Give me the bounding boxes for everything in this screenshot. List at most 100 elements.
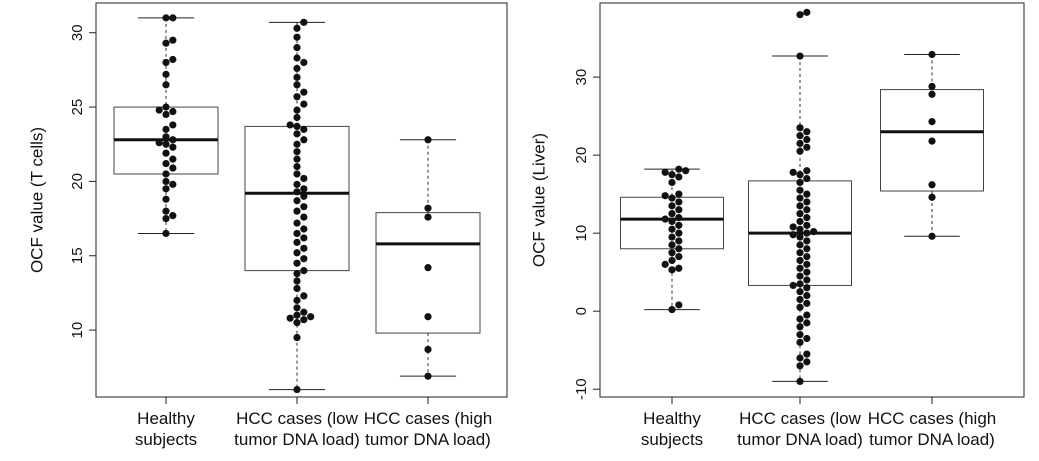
data-point [162, 140, 170, 148]
data-point [162, 14, 170, 22]
data-point [796, 256, 804, 265]
data-point [293, 249, 301, 257]
data-point [293, 93, 301, 101]
data-point [675, 245, 683, 253]
data-point [803, 135, 811, 144]
data-point [675, 264, 683, 272]
data-point [293, 148, 301, 156]
data-point [796, 52, 804, 60]
data-point [293, 188, 301, 196]
data-point [162, 207, 170, 215]
x-category-label: Healthy [137, 409, 195, 428]
data-point [293, 162, 301, 171]
data-point [803, 198, 811, 206]
data-point [789, 168, 797, 176]
data-point [675, 206, 683, 214]
data-point [286, 121, 294, 129]
data-point [293, 44, 301, 52]
x-category-label: subjects [641, 430, 703, 449]
data-point [675, 198, 683, 206]
data-point [803, 190, 811, 198]
data-point [796, 280, 804, 288]
data-point [169, 107, 177, 116]
data-point [803, 311, 811, 319]
data-point [300, 185, 308, 193]
data-point [293, 122, 301, 131]
data-point [928, 117, 936, 126]
data-point [675, 237, 683, 245]
data-point [796, 132, 804, 140]
data-point [300, 292, 308, 300]
box-group-1 [113, 14, 219, 238]
data-point [293, 259, 301, 267]
data-point [796, 171, 804, 179]
data-point [293, 130, 301, 138]
data-point [803, 319, 811, 327]
data-point [796, 264, 804, 272]
y-tick-label: 10 [69, 322, 86, 339]
data-point [293, 319, 301, 327]
x-category-label: HCC cases (low [739, 409, 862, 428]
data-point [293, 81, 301, 89]
data-point [796, 186, 804, 194]
data-point [293, 24, 301, 32]
data-point [796, 241, 804, 249]
data-point [661, 168, 669, 176]
data-point [796, 124, 804, 132]
data-point [675, 229, 683, 237]
data-point [162, 195, 170, 203]
data-point [293, 170, 301, 178]
data-point [300, 308, 308, 316]
data-point [803, 143, 811, 151]
y-tick-label: -10 [573, 378, 590, 400]
data-point [668, 306, 676, 314]
data-point [300, 58, 308, 67]
data-point [675, 165, 683, 173]
data-point [668, 202, 676, 210]
data-point [424, 264, 432, 272]
x-category-label: Healthy [643, 409, 701, 428]
data-point [424, 345, 432, 354]
data-point [293, 64, 301, 73]
data-point [675, 252, 683, 261]
x-category-label: tumor DNA load) [737, 430, 863, 449]
data-point [668, 210, 676, 218]
data-point [796, 139, 804, 148]
data-point [162, 185, 170, 193]
data-point [293, 229, 301, 238]
data-point [162, 81, 170, 89]
data-point [928, 181, 936, 189]
data-point [803, 358, 811, 366]
data-point [803, 268, 811, 276]
data-point [796, 330, 804, 339]
data-point [803, 229, 811, 237]
data-point [803, 299, 811, 307]
y-tick-label: 15 [69, 247, 86, 264]
plot-frame [599, 2, 1025, 398]
data-point [293, 238, 301, 246]
data-point [796, 194, 804, 202]
data-point [293, 284, 301, 293]
data-point [796, 288, 804, 296]
data-point [293, 277, 301, 285]
data-point [169, 155, 177, 163]
data-point [300, 192, 308, 200]
data-point [162, 177, 170, 186]
data-point [169, 14, 177, 22]
data-point [803, 221, 811, 229]
data-point [293, 106, 301, 114]
data-point [810, 227, 818, 236]
data-point [803, 252, 811, 261]
data-point [803, 350, 811, 358]
data-point [300, 203, 308, 211]
data-point [668, 178, 676, 187]
x-category-label: tumor DNA load) [365, 430, 491, 449]
data-point [789, 231, 797, 239]
data-point [300, 244, 308, 252]
data-point [668, 241, 676, 249]
x-category-label: tumor DNA load) [869, 430, 995, 449]
data-point [796, 303, 804, 311]
data-point [796, 233, 804, 241]
data-point [661, 192, 669, 200]
y-tick-label: 10 [573, 225, 590, 242]
